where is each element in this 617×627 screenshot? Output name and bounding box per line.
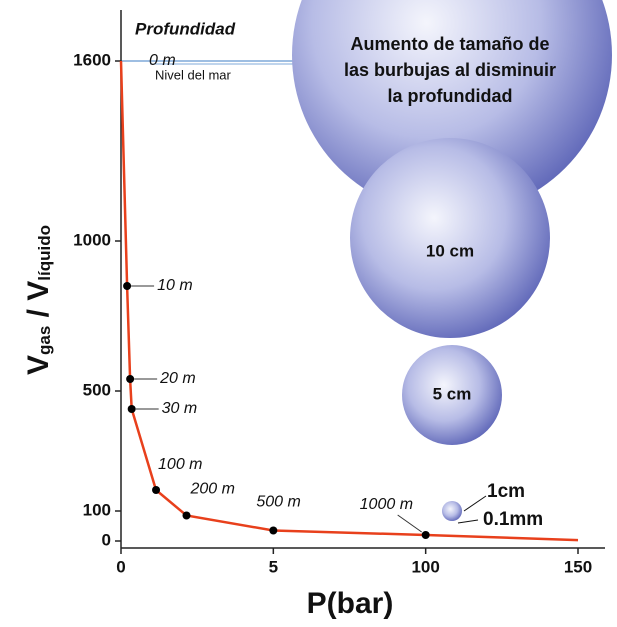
bubbles-title: la profundidad [388,86,513,106]
x-tick-label: 5 [269,557,278,576]
point [152,486,161,494]
x-tick-label: 150 [564,557,592,576]
bubbles-title: Aumento de tamaño de [350,34,549,54]
bubbles-title: las burbujas al disminuir [344,60,556,80]
x-axis-label: P(bar) [307,587,394,620]
y-axis-label: Vgas / Vlíquido [22,225,55,375]
y-tick-label: 0 [102,530,111,549]
bubble [402,345,502,445]
x-tick-label: 100 [411,557,439,576]
bubble-label: 10 cm [426,241,474,260]
depth-label: 100 m [158,456,202,473]
point [269,526,278,535]
bubble-label: 1cm [487,481,525,502]
y-label-sub: líquido [35,225,54,281]
x-tick-label: 0 [116,557,125,576]
depth-label: 200 m [190,481,235,498]
bubble [350,138,550,338]
leader [397,514,422,533]
y-tick-label: 1600 [73,50,111,69]
small-label: 0.1mm [483,509,543,530]
depth-label: 1000 m [360,496,413,513]
point [126,375,135,383]
point [123,282,132,290]
depth-label: 30 m [162,400,198,417]
leader [463,495,487,512]
bubble [292,0,612,215]
depth-label: 0 m [149,52,176,69]
leader [457,519,479,524]
y-label-sub: gas [35,326,54,355]
y-tick-label: 100 [83,500,111,519]
depth-title: Profundidad [135,19,236,38]
point [182,511,191,520]
depth-label: 20 m [159,370,196,387]
y-tick-label: 500 [83,380,111,399]
y-label-part: / V [22,281,55,326]
sea-level-label: Nivel del mar [155,67,232,82]
y-tick-label: 1000 [73,230,111,249]
point [127,405,136,413]
bubble-label: 5 cm [433,384,472,403]
bubble [442,501,462,521]
point [421,531,430,539]
y-label-part: V [22,355,55,375]
depth-label: 10 m [157,277,193,294]
depth-label: 500 m [256,494,300,511]
